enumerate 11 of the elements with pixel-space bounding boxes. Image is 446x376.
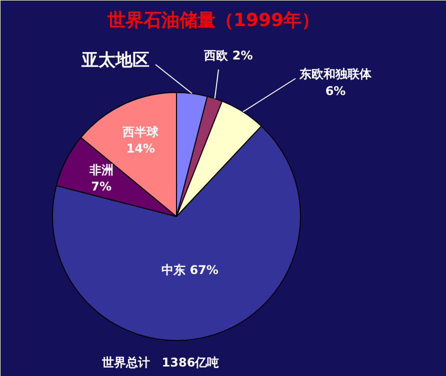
data-label: 14%: [126, 142, 155, 156]
slice-label: 东欧和独联体: [298, 67, 372, 82]
slice-label: 亚太地区: [80, 50, 150, 70]
data-label: 6%: [325, 84, 346, 98]
slice-label: 中东 67%: [162, 263, 218, 278]
slice-label: 非洲: [88, 162, 114, 177]
slice-label: 西欧 2%: [203, 48, 253, 62]
text: 世界总计 1386亿吨: [100, 356, 220, 370]
data-label: 7%: [91, 180, 112, 194]
slice-label: 西半球: [122, 124, 160, 139]
chart-title: 世界石油储量（1999年）: [106, 10, 320, 31]
